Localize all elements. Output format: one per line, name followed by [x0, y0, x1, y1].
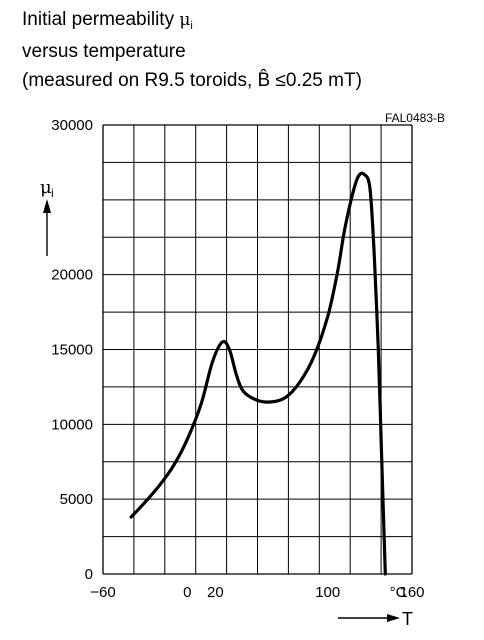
x-tick-label: 20 [207, 584, 224, 601]
chart-title-line-1: Initial permeability μi [22, 9, 193, 37]
y-axis-label: μ i [40, 177, 54, 200]
y-axis-subscript: i [51, 186, 54, 200]
y-tick-labels: 0 5000 10000 15000 20000 30000 [51, 117, 93, 583]
x-tick-labels: −60 0 20 100 160°C [90, 584, 424, 601]
y-axis-arrow [43, 199, 51, 256]
x-axis-arrow [338, 614, 400, 622]
title-text: Initial permeability [22, 9, 180, 30]
y-tick-label: 5000 [60, 491, 93, 508]
x-tick-label: 160 [399, 584, 424, 601]
chart-title-line-2: versus temperature [22, 41, 186, 62]
figure-code: FAL0483-B [385, 111, 445, 125]
y-tick-label: 10000 [51, 416, 93, 433]
grid-lines [102, 124, 413, 575]
chart-title-line-3: (measured on R9.5 toroids, B̂ ≤0.25 mT) [22, 70, 362, 91]
x-tick-label: 100 [315, 584, 340, 601]
y-tick-label: 30000 [51, 117, 93, 134]
y-tick-label: 0 [85, 566, 93, 583]
x-axis-label: T [402, 609, 413, 629]
x-axis-unit: °C [390, 584, 407, 601]
permeability-curve [129, 171, 387, 576]
y-tick-label: 15000 [51, 342, 93, 359]
y-tick-label: 20000 [51, 267, 93, 284]
y-axis-symbol: μ [40, 177, 52, 198]
mu-subscript: i [190, 20, 193, 32]
data-series [129, 171, 387, 576]
mu-symbol: μ [179, 10, 191, 30]
x-tick-label: 0 [183, 584, 191, 601]
x-tick-label: −60 [90, 584, 115, 601]
